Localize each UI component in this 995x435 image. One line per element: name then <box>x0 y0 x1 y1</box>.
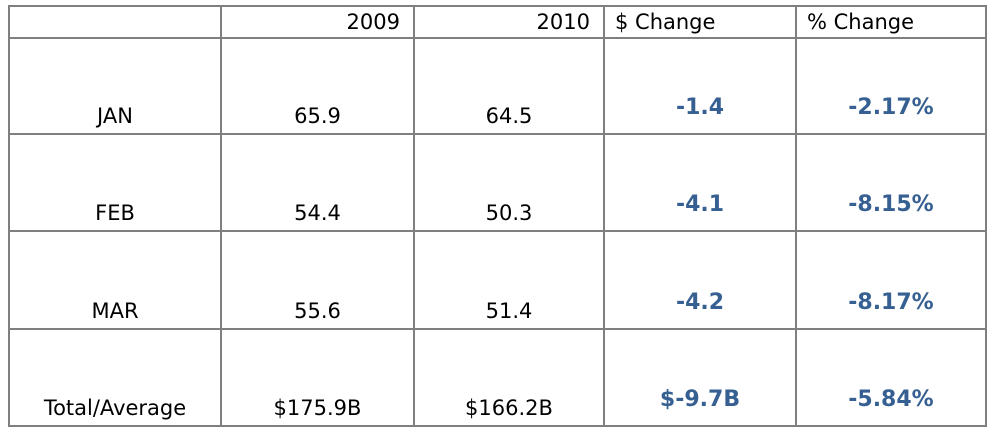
header-row: 2009 2010 $ Change % Change <box>8 5 987 39</box>
row-label: MAR <box>8 230 222 330</box>
cell-2010-value: $166.2B <box>413 328 605 427</box>
cell-2009-value: 65.9 <box>220 37 415 135</box>
cell-2010-value: 51.4 <box>413 230 605 330</box>
row-label: Total/Average <box>8 328 222 427</box>
row-label: JAN <box>8 37 222 135</box>
data-table: 2009 2010 $ Change % Change JAN 65.9 64.… <box>8 5 987 427</box>
cell-2009-value: $175.9B <box>220 328 415 427</box>
cell-pct-change: -8.17% <box>795 230 987 330</box>
cell-pct-change: -5.84% <box>795 328 987 427</box>
col-header-2009: 2009 <box>220 5 415 39</box>
col-header-dollar-change: $ Change <box>603 5 797 39</box>
table-row-jan: JAN 65.9 64.5 -1.4 -2.17% <box>8 37 987 135</box>
cell-2009-value: 55.6 <box>220 230 415 330</box>
col-header-2010: 2010 <box>413 5 605 39</box>
cell-2010-value: 64.5 <box>413 37 605 135</box>
cell-2010-value: 50.3 <box>413 133 605 232</box>
cell-dollar-change: $-9.7B <box>603 328 797 427</box>
table-row-feb: FEB 54.4 50.3 -4.1 -8.15% <box>8 133 987 232</box>
col-header-blank <box>8 5 222 39</box>
col-header-pct-change: % Change <box>795 5 987 39</box>
cell-dollar-change: -1.4 <box>603 37 797 135</box>
cell-dollar-change: -4.2 <box>603 230 797 330</box>
table-row-mar: MAR 55.6 51.4 -4.2 -8.17% <box>8 230 987 330</box>
cell-dollar-change: -4.1 <box>603 133 797 232</box>
table-row-total-average: Total/Average $175.9B $166.2B $-9.7B -5.… <box>8 328 987 427</box>
cell-pct-change: -2.17% <box>795 37 987 135</box>
cell-2009-value: 54.4 <box>220 133 415 232</box>
row-label: FEB <box>8 133 222 232</box>
cell-pct-change: -8.15% <box>795 133 987 232</box>
